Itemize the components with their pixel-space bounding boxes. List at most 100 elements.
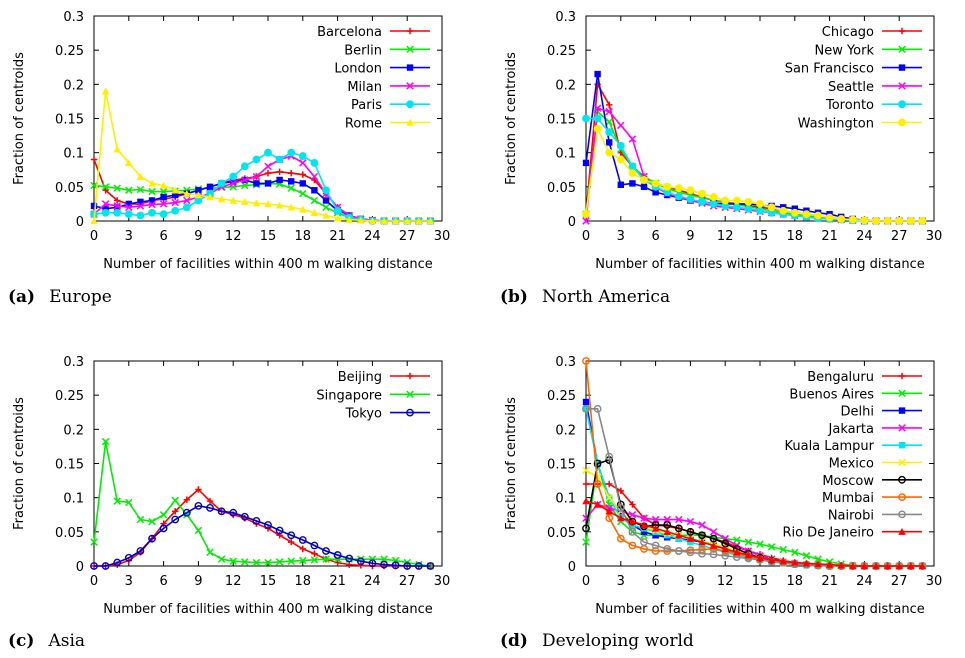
data-point xyxy=(756,554,764,561)
data-point xyxy=(195,187,202,194)
x-tick-label: 15 xyxy=(752,574,769,589)
data-point xyxy=(310,209,319,216)
data-point xyxy=(686,517,695,526)
data-point xyxy=(275,558,284,566)
x-tick-label: 18 xyxy=(787,574,804,589)
y-tick-label: 0.1 xyxy=(63,492,84,507)
data-point xyxy=(136,172,145,180)
data-point xyxy=(628,169,637,178)
data-point xyxy=(779,545,787,554)
data-point xyxy=(628,135,637,143)
data-point xyxy=(241,181,249,190)
data-point xyxy=(172,191,179,199)
data-point xyxy=(356,557,365,566)
legend-marker xyxy=(898,528,906,535)
data-point xyxy=(895,562,903,570)
chart-asia: 0 3 6 9 12 15 18 21 24 27 30 0 0.05 0.1 0.15 0.2 0.25 0.3… xyxy=(12,355,450,617)
data-point xyxy=(802,210,811,219)
data-point xyxy=(288,169,295,177)
data-point xyxy=(299,171,306,178)
y-tick-label: 0.05 xyxy=(547,526,576,541)
data-point xyxy=(159,181,168,189)
data-point xyxy=(229,196,237,204)
data-point xyxy=(640,514,648,522)
data-point xyxy=(148,200,156,209)
data-point xyxy=(403,562,412,570)
x-tick-label: 12 xyxy=(717,229,734,244)
data-point xyxy=(651,524,660,532)
caption-text: North America xyxy=(541,287,671,307)
legend-label: Tokyo xyxy=(345,407,382,422)
caption-label: (b) xyxy=(500,287,528,307)
data-point xyxy=(895,217,904,225)
y-tick-label: 0.2 xyxy=(63,423,84,438)
legend-marker xyxy=(898,118,906,127)
legend-marker xyxy=(406,118,414,126)
y-tick-label: 0.1 xyxy=(555,492,576,507)
legend-marker xyxy=(406,45,414,54)
data-point xyxy=(217,195,226,203)
data-point xyxy=(264,200,272,208)
data-point xyxy=(125,159,133,167)
y-tick-label: 0.25 xyxy=(55,44,84,59)
series-line xyxy=(93,441,431,567)
y-tick-label: 0.3 xyxy=(555,355,576,370)
data-point xyxy=(287,148,296,157)
x-tick-label: 12 xyxy=(225,229,242,244)
x-tick-label: 21 xyxy=(821,574,838,589)
data-point xyxy=(276,176,283,184)
x-tick-label: 27 xyxy=(399,229,416,244)
data-point xyxy=(333,206,342,215)
data-point xyxy=(275,526,284,535)
legend-label: Moscow xyxy=(822,474,874,489)
x-tick-label: 6 xyxy=(651,229,659,244)
legend-marker xyxy=(898,510,906,519)
data-point xyxy=(171,186,179,194)
data-point xyxy=(825,213,834,222)
y-axis-label: Fraction of centroids xyxy=(504,397,519,530)
legend-label: Delhi xyxy=(841,405,874,420)
caption-text: Europe xyxy=(49,287,112,307)
data-point xyxy=(252,558,261,567)
data-point xyxy=(883,562,892,570)
data-point xyxy=(814,555,822,563)
x-tick-label: 9 xyxy=(686,574,694,589)
data-point xyxy=(241,558,249,566)
data-point xyxy=(288,178,295,185)
data-point xyxy=(230,178,237,185)
y-tick-label: 0 xyxy=(568,215,576,230)
data-point xyxy=(183,189,191,197)
data-point xyxy=(148,517,156,526)
data-point xyxy=(616,534,625,543)
data-point xyxy=(593,500,602,508)
data-point xyxy=(252,199,261,207)
data-point xyxy=(310,159,319,167)
data-point xyxy=(310,172,319,181)
data-point xyxy=(617,181,624,188)
data-point xyxy=(582,217,590,225)
data-point xyxy=(605,118,613,126)
chart-panel-europe: 0 3 6 9 12 15 18 21 24 27 30 0 0.05 0.1 0.15 0.2 0.25 0.3… xyxy=(0,0,470,284)
legend-label: Kuala Lampur xyxy=(784,439,874,454)
legend-label: Mumbai xyxy=(822,491,874,506)
data-point xyxy=(629,501,636,508)
data-point xyxy=(172,508,179,515)
data-point xyxy=(113,497,121,505)
chart-panel-asia: 0 3 6 9 12 15 18 21 24 27 30 0 0.05 0.1 0.15 0.2 0.25 0.3… xyxy=(0,345,470,629)
x-tick-label: 9 xyxy=(194,574,202,589)
x-tick-label: 0 xyxy=(582,574,590,589)
data-point xyxy=(124,553,133,562)
data-point xyxy=(206,497,214,505)
data-point xyxy=(721,545,729,553)
x-tick-label: 9 xyxy=(194,229,202,244)
data-point xyxy=(605,148,614,157)
caption-text: Developing world xyxy=(541,631,694,651)
data-point xyxy=(606,139,613,146)
data-point xyxy=(90,156,98,163)
data-point xyxy=(593,480,602,488)
chart-north-america: 0 3 6 9 12 15 18 21 24 27 30 0 0.05 0.1 0.15 0.2 0.25 0.3… xyxy=(504,10,943,272)
data-point xyxy=(183,196,191,205)
data-point xyxy=(709,528,718,536)
x-tick-label: 30 xyxy=(926,229,943,244)
data-point xyxy=(252,516,261,525)
